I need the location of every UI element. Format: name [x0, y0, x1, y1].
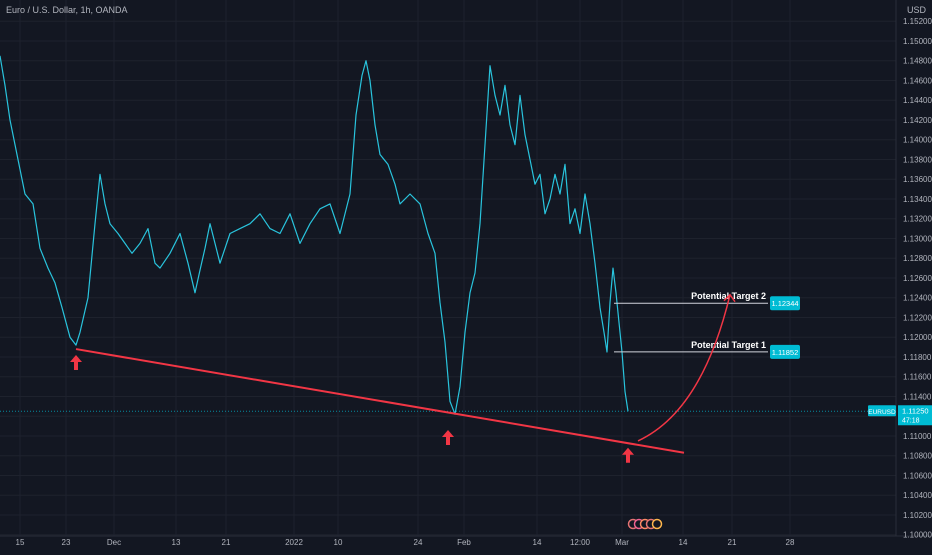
- time-tick-label: 10: [334, 538, 343, 547]
- current-price-countdown: 47:18: [902, 417, 920, 424]
- price-tick-label: 1.14600: [903, 76, 932, 85]
- price-tick-label: 1.12800: [903, 254, 932, 263]
- time-tick-label: 12:00: [570, 538, 591, 547]
- price-tick-label: 1.13000: [903, 234, 932, 243]
- time-tick-label: Dec: [107, 538, 121, 547]
- price-axis[interactable]: 1.15200 1.15000 1.14800 1.14600 1.14400 1.142…: [868, 17, 932, 540]
- price-tick-label: 1.13800: [903, 155, 932, 164]
- time-tick-label: Mar: [615, 538, 629, 547]
- time-tick-label: Feb: [457, 538, 471, 547]
- price-tick-label: 1.10400: [903, 491, 932, 500]
- time-tick-label: 21: [222, 538, 231, 547]
- time-axis[interactable]: 15 23 Dec 13 21 2022 10 24 Feb 14 12:00 Mar 14 21 28: [16, 538, 795, 547]
- support-trendline[interactable]: [75, 348, 685, 454]
- target-value-text: 1.12344: [771, 299, 798, 308]
- price-tick-label: 1.14800: [903, 57, 932, 66]
- up-arrow-shape: [622, 447, 634, 463]
- currency-label: USD: [906, 5, 926, 15]
- price-tick-label: 1.11400: [903, 392, 932, 401]
- time-tick-label: 13: [172, 538, 181, 547]
- current-price-badge: [898, 405, 932, 426]
- current-symbol-badge: [868, 405, 896, 417]
- price-tick-label: 1.13200: [903, 215, 932, 224]
- price-line: [0, 55, 629, 415]
- price-tick-label: 1.10800: [903, 452, 932, 461]
- price-tick-label: 1.15000: [903, 37, 932, 46]
- grid: [0, 0, 896, 536]
- up-arrow-icon: [622, 447, 634, 463]
- up-arrow-icon: [442, 430, 454, 446]
- price-tick-label: 1.12600: [903, 274, 932, 283]
- time-tick-label: 14: [679, 538, 688, 547]
- up-arrow-shape: [442, 430, 454, 446]
- price-tick-label: 1.15200: [903, 17, 932, 26]
- price-tick-label: 1.12200: [903, 313, 932, 322]
- price-tick-label: 1.14000: [903, 136, 932, 145]
- price-tick-label: 1.10600: [903, 471, 932, 480]
- price-tick-label: 1.13600: [903, 175, 932, 184]
- time-tick-label: 15: [16, 538, 25, 547]
- price-tick-label: 1.14200: [903, 116, 932, 125]
- price-tick-label: 1.10200: [903, 511, 932, 520]
- up-arrow-icon: [70, 354, 82, 370]
- current-symbol-label: EURUSD: [868, 409, 896, 416]
- price-tick-label: 1.14400: [903, 96, 932, 105]
- up-arrow-shape: [70, 354, 82, 370]
- price-tick-label: 1.11000: [903, 432, 932, 441]
- target-value-badge: [770, 296, 800, 311]
- curved-arrow-head: [723, 293, 736, 303]
- current-price-value: 1.11250: [902, 406, 929, 415]
- time-tick-label: 2022: [285, 538, 303, 547]
- time-tick-label: 23: [62, 538, 71, 547]
- time-tick-label: 24: [414, 538, 423, 547]
- target-label: Potential Target 1: [691, 340, 766, 350]
- time-tick-label: 21: [728, 538, 737, 547]
- event-marker[interactable]: [651, 518, 663, 530]
- time-tick-label: 14: [533, 538, 542, 547]
- price-tick-label: 1.10000: [903, 531, 932, 540]
- event-markers-icon[interactable]: [627, 518, 663, 530]
- time-tick-label: 28: [786, 538, 795, 547]
- curved-arrow-icon[interactable]: [637, 294, 731, 442]
- target-value-badge: [770, 344, 800, 359]
- price-tick-label: 1.11600: [903, 373, 932, 382]
- price-tick-label: 1.12000: [903, 333, 932, 342]
- price-tick-label: 1.13400: [903, 195, 932, 204]
- symbol-legend[interactable]: Euro / U.S. Dollar, 1h, OANDA: [6, 5, 128, 15]
- price-series: [0, 55, 629, 415]
- price-tick-label: 1.11800: [903, 353, 932, 362]
- target-value-text: 1.11852: [772, 348, 799, 357]
- price-tick-label: 1.12400: [903, 294, 932, 303]
